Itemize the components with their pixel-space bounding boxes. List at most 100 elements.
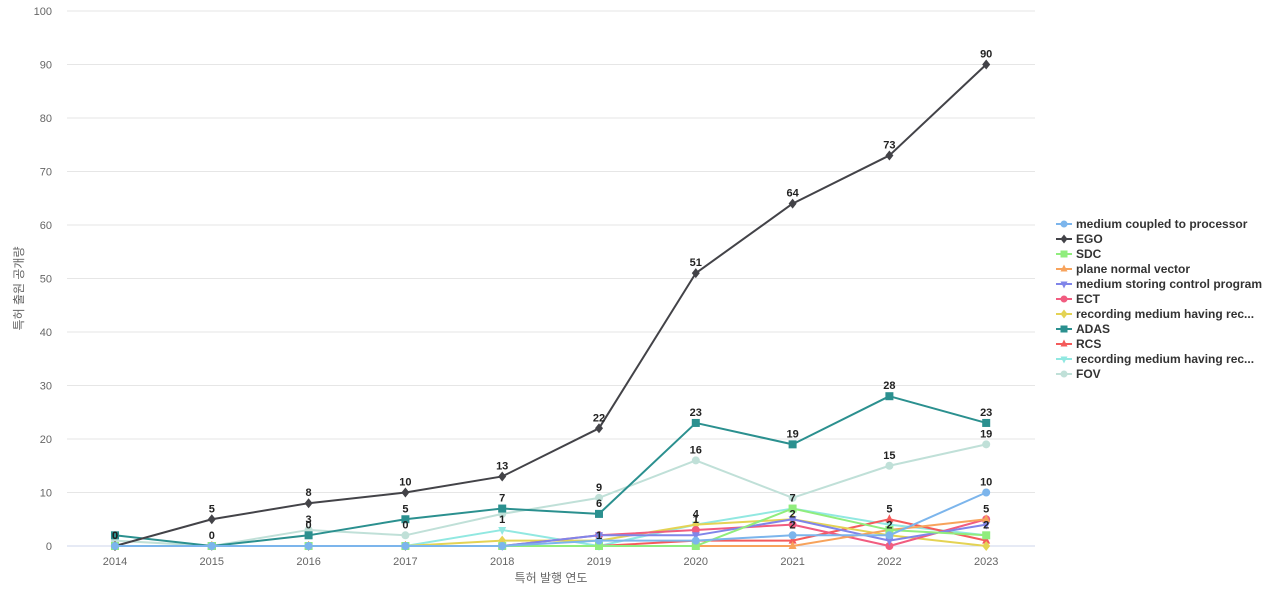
data-point [885, 531, 894, 540]
legend-marker [1060, 250, 1068, 258]
data-point [982, 488, 991, 497]
data-point [401, 487, 410, 498]
data-point [982, 531, 991, 540]
legend-item[interactable]: RCS [1056, 337, 1101, 351]
data-label: 10 [980, 477, 992, 489]
x-axis-title: 특허 발행 연도 [515, 570, 588, 585]
legend-label: recording medium having rec... [1076, 352, 1254, 366]
y-tick-label: 100 [34, 6, 52, 18]
data-label: 0 [209, 530, 215, 542]
data-point [595, 493, 603, 502]
legend-label: SDC [1076, 247, 1102, 261]
series-1 [111, 59, 991, 551]
data-point [982, 59, 991, 70]
legend-item[interactable]: recording medium having rec... [1056, 307, 1254, 321]
y-tick-label: 60 [40, 220, 52, 232]
data-point [691, 418, 700, 427]
data-label: 23 [690, 407, 702, 419]
data-point [207, 542, 216, 550]
data-label: 2 [790, 519, 796, 531]
y-tick-label: 40 [40, 327, 52, 339]
x-tick-label: 2014 [103, 556, 127, 568]
data-label: 15 [883, 450, 895, 462]
data-point [401, 542, 410, 550]
y-tick-label: 90 [40, 60, 52, 72]
legend-marker [1060, 309, 1068, 319]
data-point [691, 536, 700, 545]
legend-item[interactable]: medium coupled to processor [1056, 217, 1248, 231]
data-point [498, 542, 507, 550]
data-point [111, 531, 119, 540]
series-0 [111, 488, 991, 550]
data-label: 5 [402, 503, 408, 515]
legend-label: recording medium having rec... [1076, 307, 1254, 321]
legend-item[interactable]: recording medium having rec... [1056, 352, 1254, 366]
data-label: 19 [786, 428, 798, 440]
data-point [788, 440, 797, 449]
data-point [788, 198, 797, 209]
data-label: 6 [596, 498, 602, 510]
data-point [982, 535, 991, 544]
data-label: 5 [886, 503, 892, 515]
data-label: 23 [980, 407, 992, 419]
x-tick-label: 2021 [780, 556, 804, 568]
legend-item[interactable]: ECT [1056, 292, 1101, 306]
data-label: 1 [596, 530, 602, 542]
data-point [982, 514, 991, 523]
legend-label: EGO [1076, 232, 1103, 246]
legend-marker [1060, 325, 1068, 333]
legend-marker [1060, 339, 1068, 347]
data-point [885, 542, 894, 550]
data-point [885, 392, 894, 401]
legend-item[interactable]: SDC [1056, 247, 1102, 261]
legend-item[interactable]: EGO [1056, 232, 1103, 246]
legend-item[interactable]: medium storing control program [1056, 277, 1262, 291]
legend-marker [1060, 220, 1068, 228]
data-label: 5 [209, 503, 215, 515]
data-point [982, 541, 991, 551]
y-axis-title: 특허 출원 공개량 [12, 247, 26, 331]
data-label: 9 [596, 482, 602, 494]
data-point [885, 525, 894, 534]
data-point [885, 514, 894, 523]
data-point [788, 531, 797, 540]
legend-marker [1060, 370, 1068, 378]
data-label: 19 [980, 428, 992, 440]
series-lines [111, 59, 991, 551]
legend-label: plane normal vector [1076, 262, 1190, 276]
y-tick-label: 70 [40, 167, 52, 179]
data-point [304, 542, 313, 550]
y-axis-ticks: 0 10 20 30 40 50 60 70 80 90 100 [34, 6, 52, 553]
data-label: 73 [883, 139, 895, 151]
data-label: 2 [886, 519, 892, 531]
data-label: 64 [786, 188, 799, 200]
legend-label: FOV [1076, 367, 1101, 381]
data-point [304, 531, 313, 540]
legend-marker [1060, 234, 1068, 244]
legend-label: ECT [1076, 292, 1101, 306]
series-5 [111, 515, 991, 550]
x-tick-label: 2016 [296, 556, 320, 568]
data-point [788, 516, 797, 525]
legend-item[interactable]: ADAS [1056, 322, 1110, 336]
data-label: 16 [690, 444, 702, 456]
data-label: 1 [693, 514, 699, 526]
legend-marker [1060, 264, 1068, 272]
series-line [114, 443, 987, 547]
data-point [691, 542, 700, 550]
data-point [885, 461, 894, 470]
x-tick-label: 2023 [974, 556, 998, 568]
data-point [885, 150, 894, 161]
data-point [111, 542, 119, 550]
legend-item[interactable]: plane normal vector [1056, 262, 1190, 276]
data-label: 5 [983, 503, 989, 515]
series-line [114, 63, 987, 547]
data-point [401, 531, 410, 540]
data-label: 0 [112, 530, 118, 542]
data-point [691, 456, 700, 465]
data-point [498, 471, 507, 482]
data-label: 10 [399, 477, 411, 489]
data-label: 22 [593, 412, 605, 424]
legend-item[interactable]: FOV [1056, 367, 1101, 381]
